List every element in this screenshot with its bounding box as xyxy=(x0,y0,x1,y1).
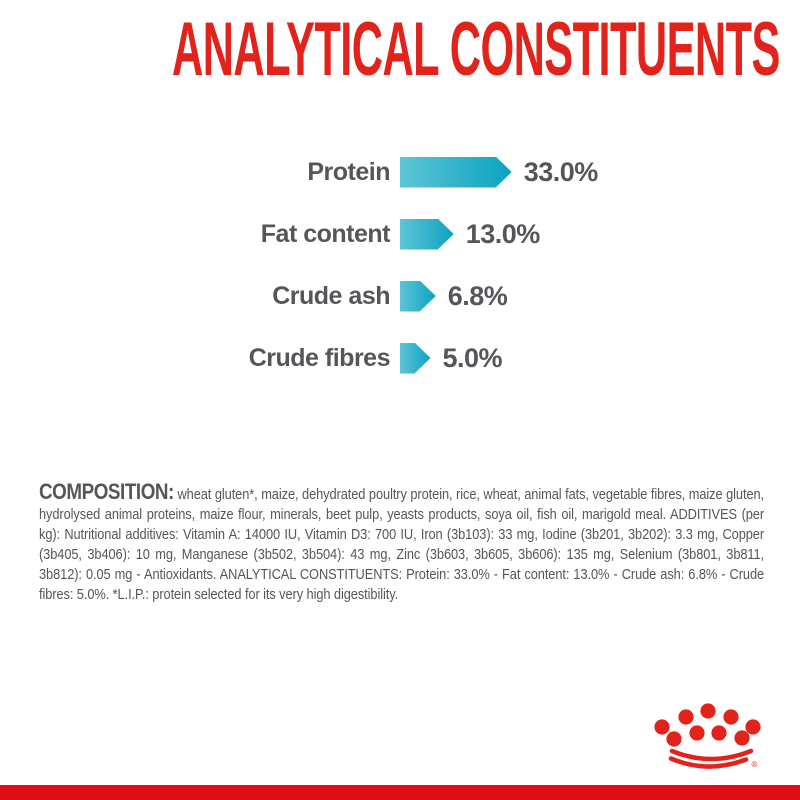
royal-canin-crown-logo: ® xyxy=(654,703,761,769)
crown-dot xyxy=(723,709,739,725)
constituent-bar xyxy=(400,157,512,188)
chart-row: Fat content 13.0% xyxy=(220,218,598,250)
composition-text-block: COMPOSITION: wheat gluten*, maize, dehyd… xyxy=(39,481,764,605)
crown-dot xyxy=(734,730,750,746)
crown-dot xyxy=(745,719,761,735)
analytical-constituents-chart: Protein 33.0% Fat content 13.0% Crude ash 6.8… xyxy=(220,156,598,404)
composition-heading: COMPOSITION: xyxy=(39,479,174,504)
crown-dot xyxy=(666,731,682,747)
constituent-bar xyxy=(400,281,436,312)
crown-dot xyxy=(678,709,694,725)
constituent-value: 13.0% xyxy=(465,218,541,249)
constituent-bar xyxy=(400,343,431,374)
constituent-label: Protein xyxy=(307,157,390,186)
crown-dot xyxy=(654,719,670,735)
constituent-bar xyxy=(400,219,454,250)
chart-row: Crude fibres 5.0% xyxy=(220,342,598,374)
chart-row: Protein 33.0% xyxy=(220,156,598,188)
constituent-label: Fat content xyxy=(260,219,391,248)
registered-trademark-icon: ® xyxy=(752,760,758,769)
footer-red-bar xyxy=(0,785,800,800)
crown-dot xyxy=(711,725,727,741)
crown-dot xyxy=(700,703,716,719)
page-title: ANALYTICAL CONSTITUENTS xyxy=(172,7,780,92)
constituent-label: Crude fibres xyxy=(248,343,391,372)
constituent-value: 5.0% xyxy=(442,342,503,373)
constituent-value: 6.8% xyxy=(447,280,508,311)
constituent-label: Crude ash xyxy=(272,281,390,310)
chart-row: Crude ash 6.8% xyxy=(220,280,598,312)
crown-dot xyxy=(689,725,705,741)
composition-body: wheat gluten*, maize, dehydrated poultry… xyxy=(39,486,765,603)
constituent-value: 33.0% xyxy=(523,156,599,187)
